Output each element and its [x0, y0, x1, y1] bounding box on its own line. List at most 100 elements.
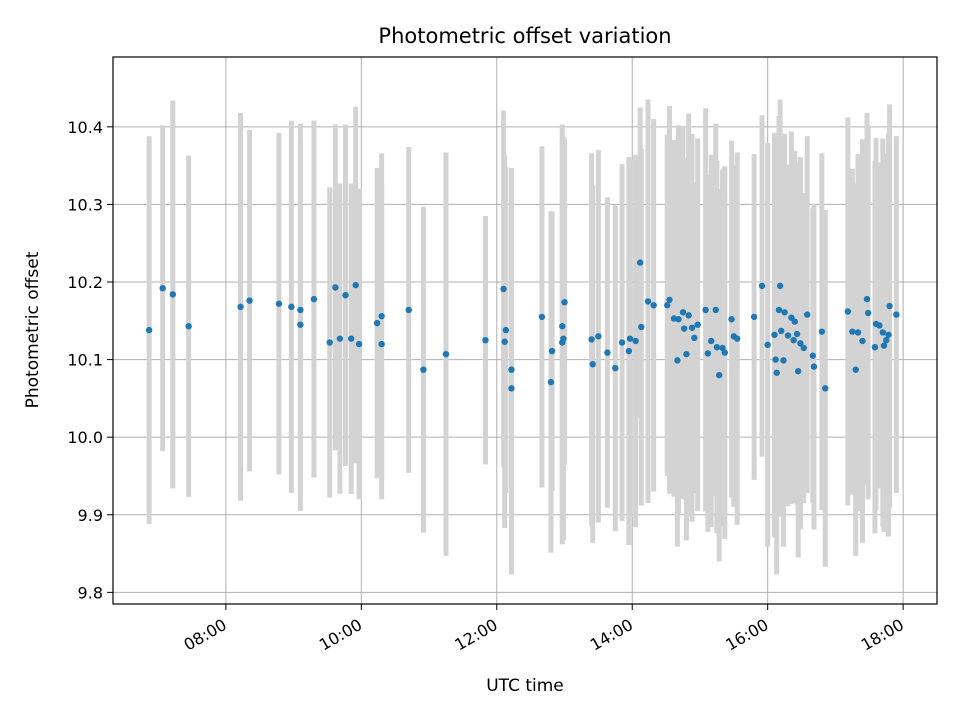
data-point: [772, 356, 779, 363]
data-point: [694, 321, 701, 328]
y-tick-label: 10.1: [67, 351, 103, 370]
data-point: [420, 366, 427, 373]
data-point: [879, 329, 887, 336]
y-tick-label: 10.3: [67, 195, 103, 214]
data-point: [336, 335, 344, 342]
data-point: [508, 366, 515, 373]
data-point: [780, 357, 787, 364]
data-point: [644, 298, 652, 305]
data-point: [508, 385, 515, 392]
y-tick-label: 10.0: [67, 428, 103, 447]
data-point: [818, 328, 826, 335]
data-point: [332, 284, 339, 291]
data-points: [145, 259, 900, 392]
data-point: [849, 328, 856, 335]
data-point: [794, 368, 802, 375]
x-axis-ticks: 08:00 10:00 12:00 14:00 16:00 18:00: [180, 604, 907, 655]
x-tick-label: 18:00: [858, 615, 907, 655]
data-point: [604, 349, 611, 356]
data-point: [547, 378, 555, 386]
y-tick-label: 9.9: [78, 506, 103, 525]
data-point: [559, 323, 566, 330]
data-point: [773, 369, 780, 376]
data-point: [442, 350, 450, 358]
data-point: [708, 337, 715, 345]
x-tick-label: 08:00: [180, 615, 229, 655]
data-point: [595, 333, 602, 340]
data-point: [750, 313, 758, 321]
x-tick-label: 16:00: [722, 615, 771, 655]
data-point: [844, 308, 852, 315]
data-point: [185, 323, 192, 330]
data-point: [886, 302, 893, 310]
data-point: [159, 285, 166, 292]
data-point: [810, 363, 818, 370]
data-point: [734, 335, 741, 342]
x-axis-label: UTC time: [486, 676, 564, 696]
plot-frame: [112, 56, 938, 605]
data-point: [679, 309, 687, 316]
data-point: [288, 303, 295, 311]
y-axis-ticks: 9.8 9.9 10.0 10.1 10.2 10.3 10.4: [67, 118, 113, 602]
data-point: [688, 324, 696, 331]
data-point: [169, 291, 177, 298]
data-point: [691, 334, 698, 342]
x-tick-label: 14:00: [587, 615, 636, 655]
data-point: [297, 306, 304, 314]
data-point: [538, 313, 546, 321]
data-point: [589, 361, 596, 368]
data-point: [237, 303, 244, 311]
data-point: [638, 323, 645, 331]
data-point: [683, 350, 690, 358]
data-point: [378, 312, 385, 320]
data-point: [561, 298, 568, 306]
x-tick-label: 12:00: [451, 615, 500, 655]
data-point: [625, 347, 633, 355]
data-point: [482, 336, 489, 344]
error-bars: [146, 99, 899, 575]
data-point: [373, 319, 381, 327]
data-point: [352, 281, 359, 289]
data-point: [864, 309, 872, 317]
data-point: [502, 326, 510, 334]
data-point: [626, 335, 634, 342]
data-point: [612, 364, 619, 372]
data-point: [784, 332, 792, 339]
data-point: [793, 330, 801, 338]
data-point: [876, 322, 883, 329]
data-point: [664, 302, 671, 309]
data-point: [781, 309, 788, 316]
data-point: [758, 282, 766, 290]
data-point: [297, 321, 304, 328]
data-point: [721, 349, 728, 356]
y-tick-label: 10.2: [67, 273, 103, 292]
data-point: [715, 371, 723, 379]
y-axis-label: Photometric offset: [23, 251, 43, 408]
data-point: [674, 357, 681, 364]
data-point: [854, 329, 862, 336]
data-point: [310, 295, 318, 303]
data-point: [685, 312, 692, 319]
data-point: [347, 335, 355, 342]
x-tick-label: 10:00: [316, 615, 365, 655]
data-point: [704, 350, 712, 357]
data-point: [275, 300, 283, 307]
data-point: [588, 336, 595, 343]
data-point: [378, 340, 385, 348]
data-point: [702, 306, 709, 314]
data-point: [713, 343, 721, 351]
chart-title: Photometric offset variation: [378, 24, 671, 48]
data-point: [632, 337, 639, 345]
y-tick-label: 10.4: [67, 118, 103, 137]
data-point: [803, 311, 811, 318]
data-point: [797, 340, 804, 347]
data-point: [871, 343, 879, 351]
data-point: [145, 326, 153, 334]
data-point: [880, 342, 888, 349]
data-point: [355, 340, 363, 348]
data-point: [675, 316, 682, 323]
data-point: [790, 336, 797, 344]
data-point: [885, 331, 892, 338]
data-point: [775, 306, 783, 314]
